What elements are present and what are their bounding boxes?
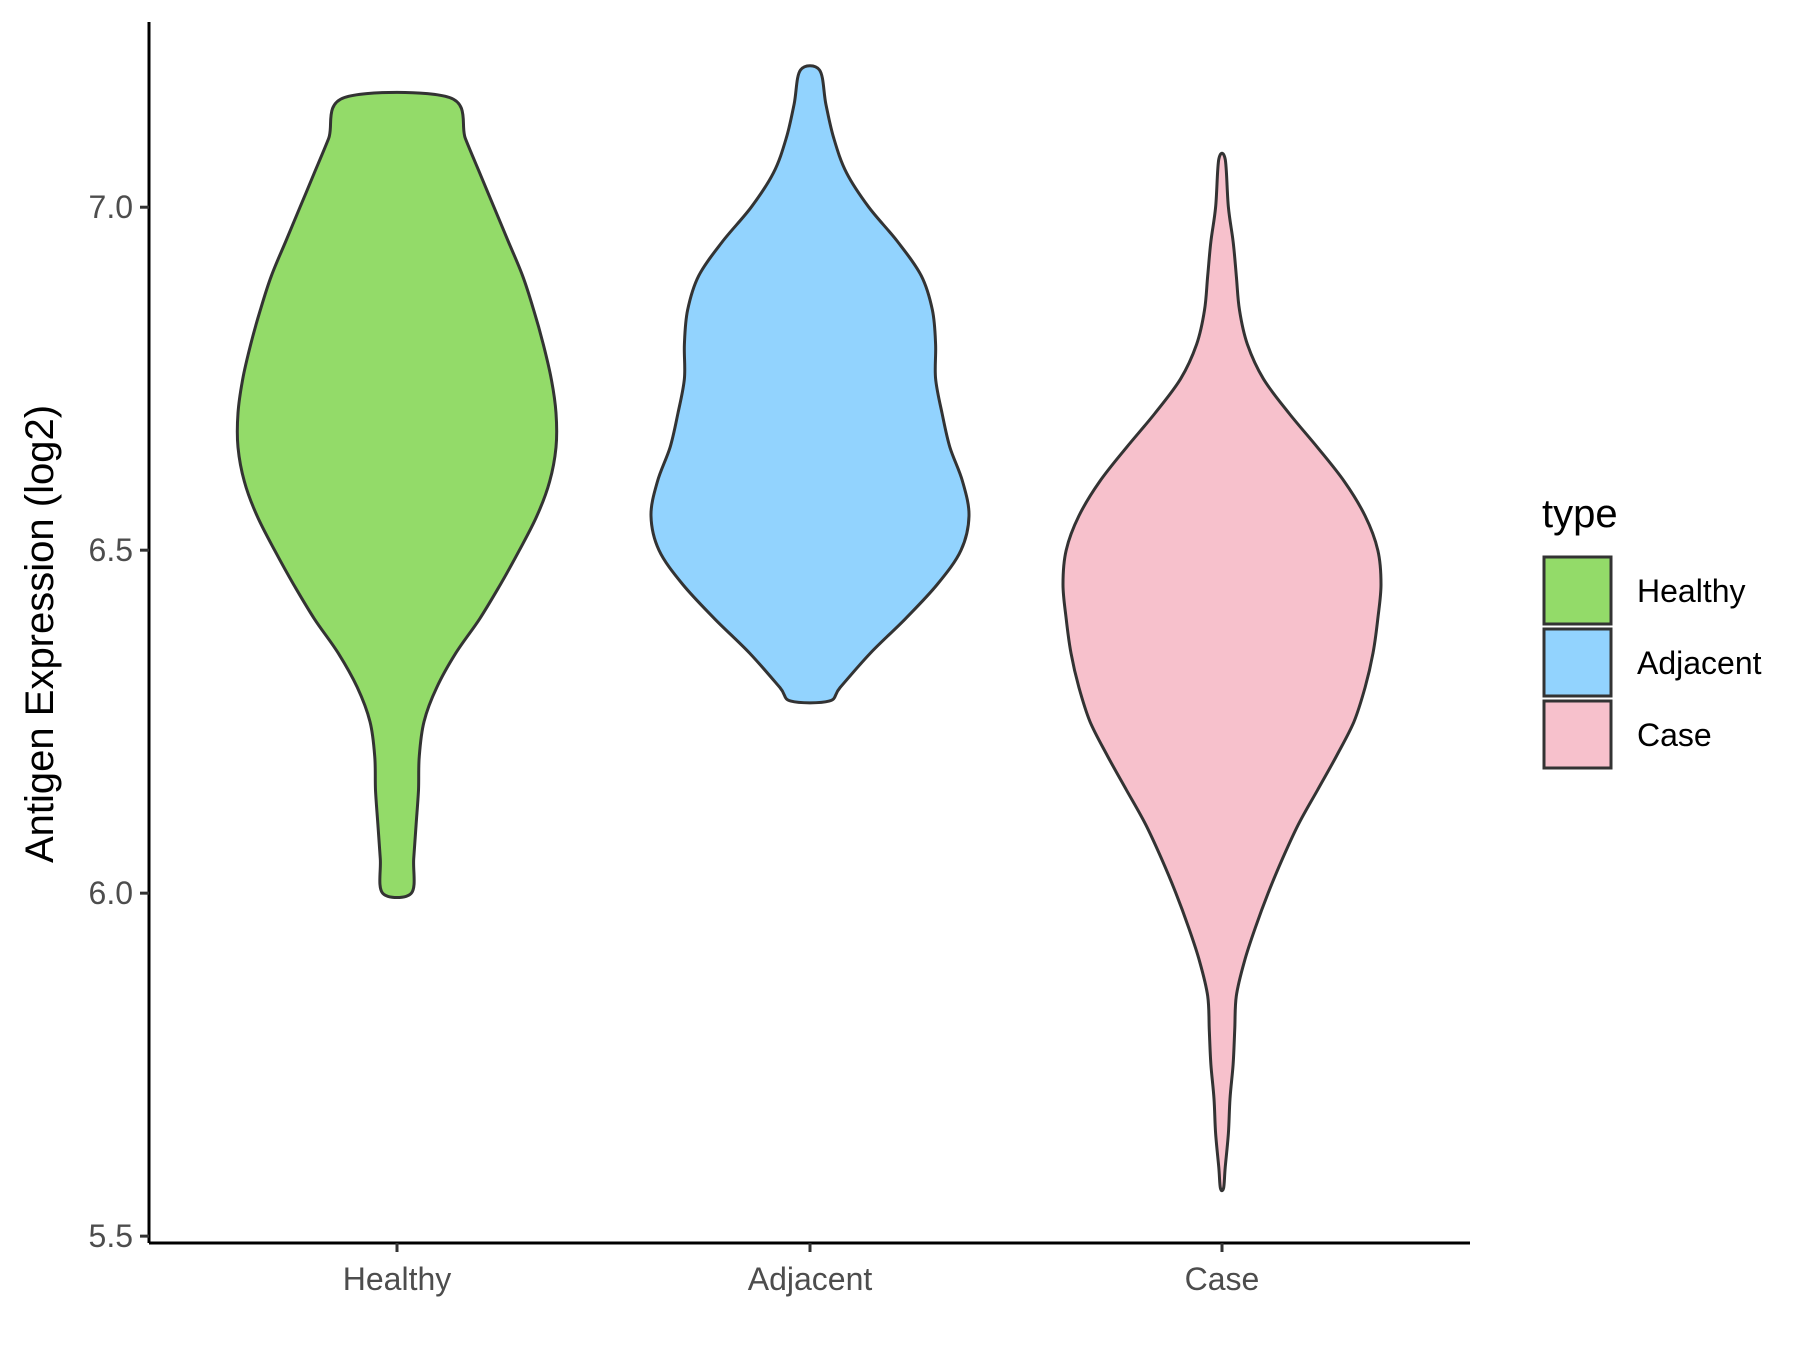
y-axis-ticks: 5.5 6.0 6.5 7.0 <box>89 189 149 1254</box>
violin-adjacent <box>649 64 971 705</box>
violin-healthy <box>235 90 559 899</box>
violin-case <box>1061 151 1383 1193</box>
y-tick-label: 7.0 <box>89 189 133 225</box>
legend-label-adjacent: Adjacent <box>1637 645 1762 681</box>
y-tick-label: 6.0 <box>89 875 133 911</box>
y-axis-title: Antigen Expression (log2) <box>18 405 62 863</box>
x-axis-ticks: Healthy Adjacent Case <box>343 1243 1260 1297</box>
legend-title: type <box>1542 492 1618 536</box>
violin-layer <box>235 64 1383 1193</box>
y-tick-label: 6.5 <box>89 532 133 568</box>
legend-label-case: Case <box>1637 717 1712 753</box>
legend-key-healthy <box>1542 555 1613 626</box>
x-tick-label: Healthy <box>343 1261 452 1297</box>
legend-key-adjacent <box>1542 627 1613 698</box>
legend: type Healthy Adjacent Case <box>1542 492 1762 770</box>
x-tick-label: Adjacent <box>748 1261 873 1297</box>
legend-label-healthy: Healthy <box>1637 573 1746 609</box>
x-tick-label: Case <box>1185 1261 1260 1297</box>
y-tick-label: 5.5 <box>89 1218 133 1254</box>
legend-key-case <box>1542 699 1613 770</box>
